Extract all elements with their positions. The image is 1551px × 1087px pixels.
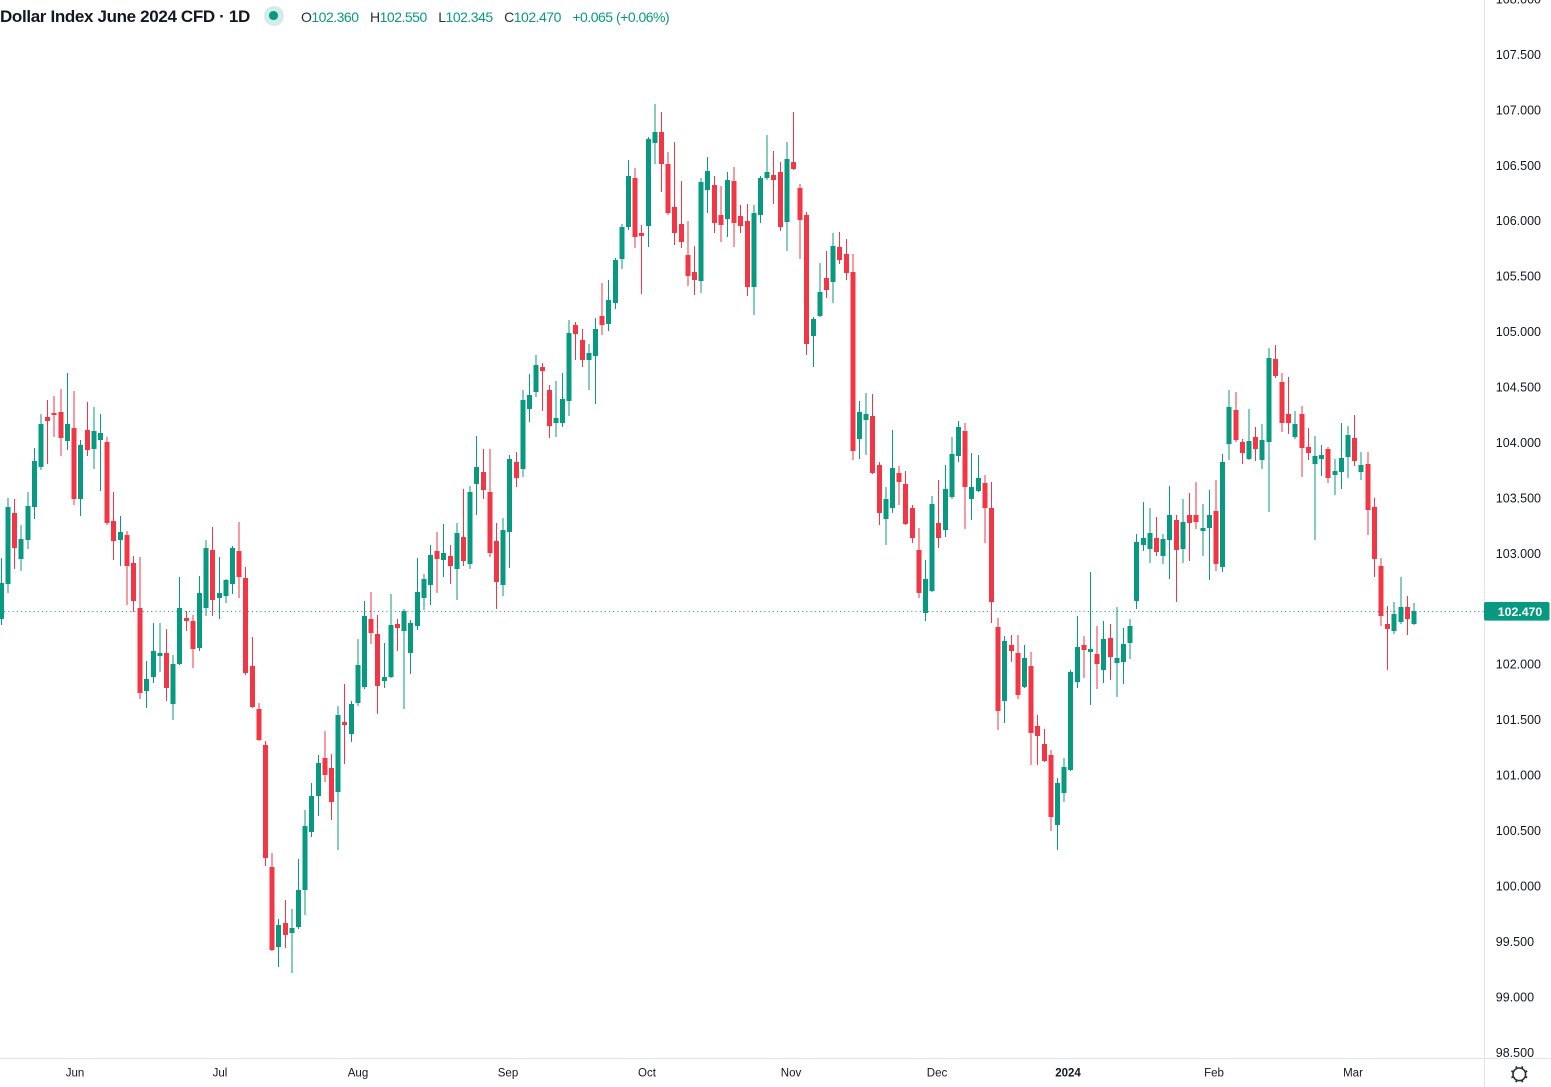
svg-text:101.500: 101.500: [1496, 713, 1541, 727]
svg-text:Nov: Nov: [781, 1068, 802, 1080]
svg-text:100.500: 100.500: [1496, 824, 1541, 838]
svg-text:98.500: 98.500: [1496, 1046, 1534, 1060]
svg-text:103.000: 103.000: [1496, 547, 1541, 561]
svg-text:Jul: Jul: [213, 1068, 228, 1080]
svg-text:107.500: 107.500: [1496, 48, 1541, 62]
svg-text:Oct: Oct: [638, 1068, 657, 1080]
svg-text:104.000: 104.000: [1496, 436, 1541, 450]
svg-text:105.500: 105.500: [1496, 270, 1541, 284]
svg-text:108.000: 108.000: [1496, 0, 1541, 6]
svg-text:100.000: 100.000: [1496, 880, 1541, 894]
svg-text:99.500: 99.500: [1496, 935, 1534, 949]
svg-text:104.500: 104.500: [1496, 381, 1541, 395]
svg-text:102.000: 102.000: [1496, 658, 1541, 672]
svg-text:105.000: 105.000: [1496, 325, 1541, 339]
svg-text:Aug: Aug: [348, 1068, 368, 1080]
svg-text:Dec: Dec: [927, 1068, 948, 1080]
svg-text:2024: 2024: [1055, 1068, 1081, 1080]
svg-text:Sep: Sep: [498, 1068, 518, 1080]
svg-text:103.500: 103.500: [1496, 491, 1541, 505]
svg-text:Jun: Jun: [66, 1068, 85, 1080]
svg-text:Feb: Feb: [1204, 1068, 1224, 1080]
svg-text:99.000: 99.000: [1496, 990, 1534, 1004]
svg-text:101.000: 101.000: [1496, 769, 1541, 783]
svg-text:Mar: Mar: [1343, 1068, 1363, 1080]
svg-text:106.000: 106.000: [1496, 214, 1541, 228]
svg-text:102.470: 102.470: [1498, 605, 1543, 619]
svg-text:107.000: 107.000: [1496, 103, 1541, 117]
svg-text:106.500: 106.500: [1496, 159, 1541, 173]
